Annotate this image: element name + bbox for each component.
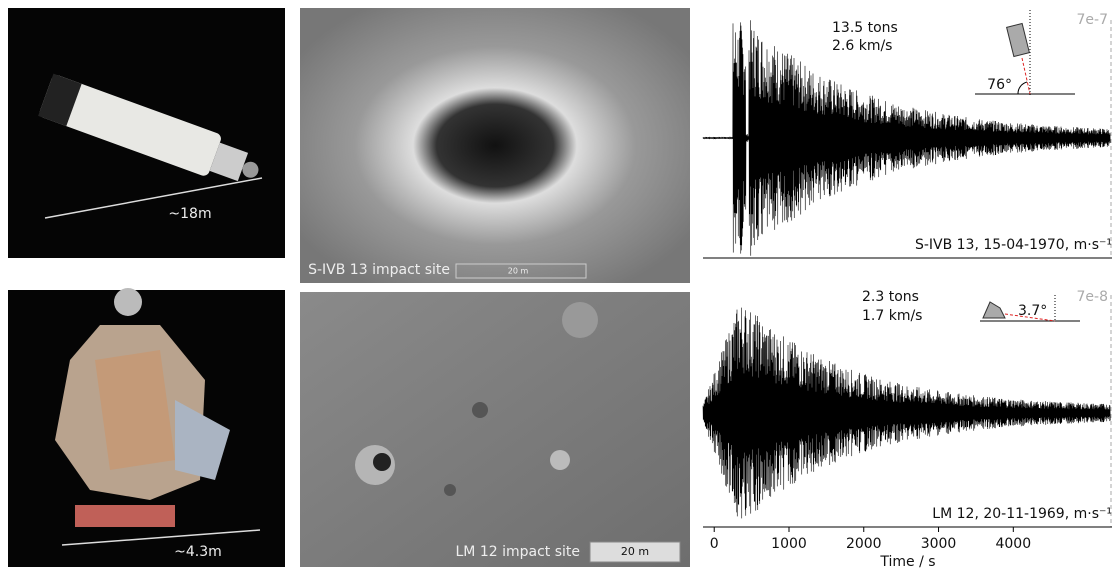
scale-bar: 20 m [621,545,649,558]
waveforms [702,20,1111,519]
site-caption: LM 12 impact site [455,544,580,560]
impact-icon [975,22,1075,95]
amplitude: 7e-7 [1077,12,1108,28]
scale-bar: 20 m [508,267,529,276]
site-caption: S-IVB 13 impact site [308,262,450,278]
amplitude: 7e-8 [1077,289,1108,305]
mass: 2.3 tons [862,289,919,305]
mass: 13.5 tons [832,20,898,36]
waveform [702,20,1111,256]
site-image-lm: 20 m LM 12 impact site [300,292,690,567]
photo-lm: ~4.3m [8,288,285,567]
angle: 76° [987,77,1012,93]
x-axis-label: Time / s [879,554,935,570]
x-tick-label: 0 [710,536,719,552]
speed: 2.6 km/s [832,38,892,54]
impact-icon [980,301,1080,322]
photo-sivb: ~18m [8,8,285,258]
trace-caption: LM 12, 20-11-1969, m·s⁻¹ [932,506,1112,522]
x-tick-label: 2000 [846,536,882,552]
site-image-sivb: 20 m S-IVB 13 impact site [300,8,690,283]
speed: 1.7 km/s [862,308,922,324]
x-tick-label: 4000 [995,536,1031,552]
x-tick-label: 3000 [921,536,957,552]
x-tick-label: 1000 [771,536,807,552]
angle: 3.7° [1018,303,1047,319]
trace-caption: S-IVB 13, 15-04-1970, m·s⁻¹ [915,237,1112,253]
photo-label: ~4.3m [174,544,222,560]
photo-label: ~18m [168,206,211,222]
waveform [702,307,1111,519]
